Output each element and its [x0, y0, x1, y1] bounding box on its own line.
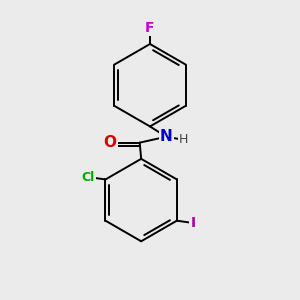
Text: Cl: Cl	[82, 171, 95, 184]
Text: F: F	[145, 21, 155, 35]
Text: I: I	[190, 216, 196, 230]
Text: N: N	[160, 129, 172, 144]
Text: H: H	[178, 133, 188, 146]
Text: O: O	[104, 135, 117, 150]
